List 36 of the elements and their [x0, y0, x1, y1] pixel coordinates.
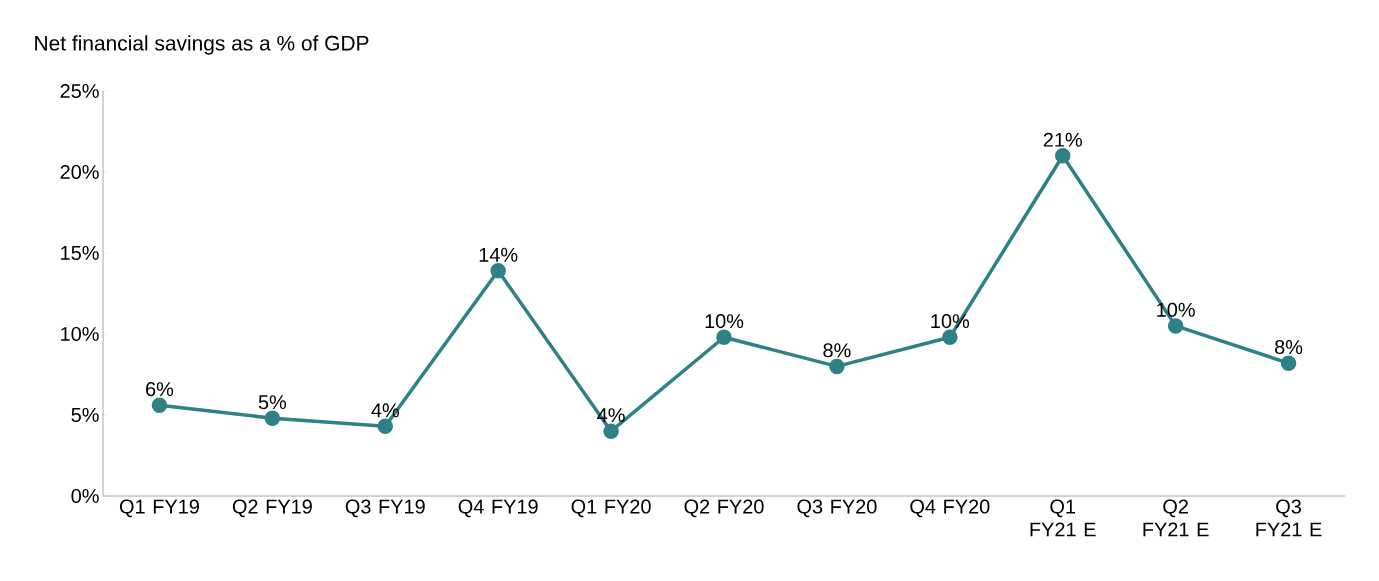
point	[151, 397, 168, 414]
x-tick-label: Q4 FY20	[910, 499, 990, 518]
x-tick-label: Q3 FY19	[345, 499, 425, 518]
data-label: 8%	[1275, 339, 1303, 355]
x-tick-label: Q2 FY20	[684, 499, 764, 518]
chart-title: Net financial savings as a % of GDP	[35, 35, 369, 55]
data-label: 10%	[705, 314, 744, 329]
point	[1167, 318, 1184, 334]
y-tick-label: 20%	[60, 164, 99, 180]
y-tick-label: 25%	[60, 83, 99, 99]
y-tick-label: 0%	[71, 488, 99, 504]
point	[942, 329, 958, 345]
data-label: 5%	[258, 395, 287, 410]
y-tick-label: 10%	[61, 326, 99, 342]
y-tick-label: 15%	[61, 245, 99, 260]
data-label: 8%	[823, 343, 851, 358]
point	[829, 358, 845, 375]
x-tick-label: Q1 FY20	[571, 499, 651, 518]
point	[1280, 355, 1297, 371]
x-tick-label: Q4 FY19	[458, 499, 538, 518]
point	[603, 423, 619, 439]
point	[716, 329, 732, 345]
data-label: 14%	[479, 247, 518, 262]
x-tick-label: Q1 FY19	[119, 499, 199, 518]
y-tick-label: 5%	[71, 407, 99, 422]
point	[490, 263, 506, 279]
x-tick-label: Q1 FY21 E	[1030, 499, 1096, 537]
point	[264, 410, 281, 426]
point	[377, 418, 394, 435]
data-label: 21%	[1043, 132, 1082, 147]
data-label: 6%	[146, 382, 174, 397]
x-tick-label: Q2 FY21 E	[1143, 499, 1209, 537]
x-tick-label: Q3 FY21 E	[1256, 499, 1322, 537]
x-tick-label: Q2 FY19	[232, 499, 312, 518]
x-tick-label: Q3 FY20	[797, 499, 877, 518]
point	[1054, 148, 1071, 164]
